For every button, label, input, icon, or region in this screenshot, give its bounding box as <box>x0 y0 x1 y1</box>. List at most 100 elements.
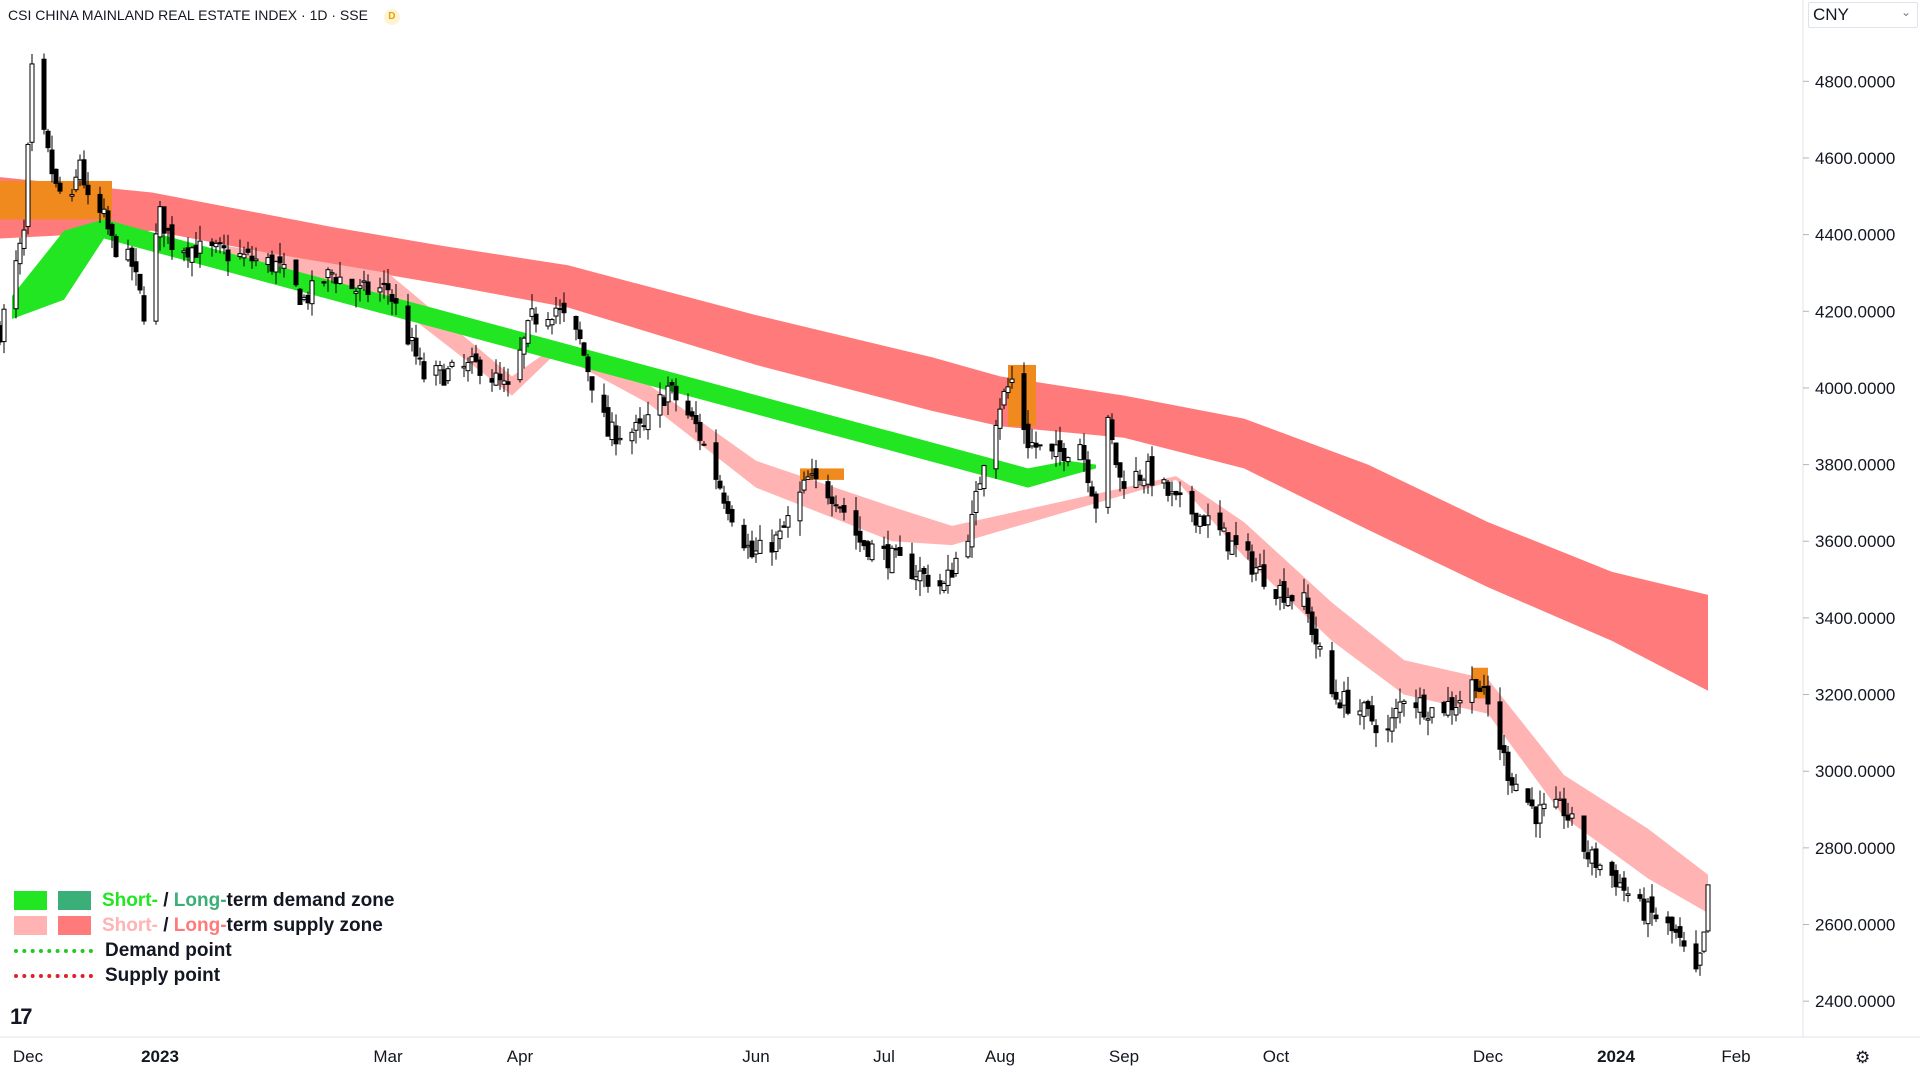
candle <box>781 521 787 528</box>
candle <box>1289 594 1295 610</box>
candle <box>529 294 535 321</box>
candle-body-up <box>1389 717 1395 732</box>
candle-body-down <box>1621 877 1627 891</box>
candle <box>801 471 807 494</box>
candle-body-up <box>69 194 75 197</box>
candle <box>1613 864 1619 896</box>
candle-body-up <box>13 260 19 310</box>
candle <box>1561 787 1567 829</box>
candle-body-down <box>137 273 143 291</box>
candle-body-up <box>1645 901 1651 925</box>
candle-body-up <box>449 361 455 367</box>
candle <box>1617 874 1623 888</box>
candle <box>1673 924 1679 939</box>
candle-body-down <box>97 193 103 213</box>
legend-demand-zone-label: term demand zone <box>226 889 395 911</box>
candle <box>685 393 691 419</box>
candle-body-down <box>893 548 899 551</box>
candle <box>861 539 867 551</box>
tradingview-logo-icon[interactable]: 17 <box>10 1004 33 1029</box>
candle <box>465 357 471 382</box>
candle <box>613 414 619 456</box>
candle-body-up <box>973 490 979 513</box>
candle <box>585 353 591 382</box>
time-tick-label: Jun <box>742 1047 769 1066</box>
candle-body-down <box>1337 702 1343 709</box>
candle-body-down <box>1365 700 1371 710</box>
candle-body-up <box>945 569 951 586</box>
candle-body-down <box>477 359 483 376</box>
candle <box>297 287 303 306</box>
supply-point-swatch <box>14 973 93 978</box>
candle-body-up <box>977 483 983 490</box>
currency-select[interactable]: CNY ⌄ <box>1808 2 1918 28</box>
candle-body-up <box>125 248 131 261</box>
candle-body-up <box>617 437 623 441</box>
candle-body-down <box>1529 799 1535 807</box>
candle-body-down <box>909 553 915 580</box>
candle-body-down <box>505 381 511 385</box>
candle-body-up <box>1705 884 1711 932</box>
short-demand-zone <box>12 219 1096 488</box>
time-axis[interactable]: Dec 2023 Mar Apr Jun Jul Aug Sep Oct Dec 2024 Feb <box>13 1047 1751 1066</box>
legend-long-label: Long- <box>173 914 227 936</box>
candle <box>1649 884 1655 926</box>
candle-body-down <box>533 313 539 325</box>
candle-body-down <box>49 149 55 175</box>
candle-body-down <box>1485 685 1491 705</box>
candle <box>1505 745 1511 795</box>
candle <box>749 530 755 559</box>
candle-body-up <box>1205 515 1211 526</box>
candle <box>1637 888 1643 902</box>
candle <box>553 297 559 324</box>
candle <box>1553 786 1559 810</box>
candle-body-up <box>153 233 159 322</box>
candle <box>645 401 651 440</box>
candle-body-up <box>1393 708 1399 719</box>
candle-body-up <box>529 308 535 317</box>
candle-body-down <box>1189 490 1195 515</box>
candle <box>81 150 87 189</box>
candle <box>1569 806 1575 826</box>
candle <box>1509 772 1515 794</box>
candle-body-down <box>1261 564 1267 587</box>
candle <box>629 428 635 455</box>
candle <box>981 464 987 497</box>
candle <box>241 246 247 267</box>
candle <box>517 336 523 383</box>
candle <box>217 237 223 254</box>
candle <box>1173 490 1179 501</box>
candle-body-up <box>417 357 423 360</box>
candle <box>1229 540 1235 555</box>
candle <box>1701 931 1707 954</box>
candle-body-up <box>1357 710 1363 716</box>
settings-icon[interactable]: ⚙ <box>1855 1048 1871 1067</box>
candle <box>1197 513 1203 534</box>
candle-body-down <box>1217 512 1223 531</box>
candle <box>941 580 947 594</box>
candle-body-down <box>637 418 643 424</box>
candle-body-down <box>1693 943 1699 970</box>
price-axis[interactable]: 2400.0000 2600.0000 2800.0000 3000.0000 3200… <box>1803 72 1895 1011</box>
candle <box>925 564 931 593</box>
candle-body-down <box>1281 581 1287 603</box>
candle-body-up <box>517 349 523 381</box>
candle <box>1665 911 1671 935</box>
candle-body-up <box>777 530 783 540</box>
candle <box>1109 413 1115 445</box>
candle-body-down <box>725 501 731 514</box>
candle <box>1205 503 1211 538</box>
candle-body-down <box>825 481 831 499</box>
candle-body-up <box>785 515 791 528</box>
candle <box>1361 700 1367 730</box>
candle-body-up <box>253 258 259 262</box>
candle-body-up <box>1445 700 1451 716</box>
candle-body-up <box>1541 803 1547 810</box>
candle <box>441 363 447 386</box>
candle-body-down <box>1193 512 1199 526</box>
candle-body-down <box>1641 898 1647 921</box>
delayed-badge[interactable]: D <box>383 9 400 25</box>
candle-body-down <box>769 542 775 553</box>
candle-body-up <box>1221 527 1227 532</box>
